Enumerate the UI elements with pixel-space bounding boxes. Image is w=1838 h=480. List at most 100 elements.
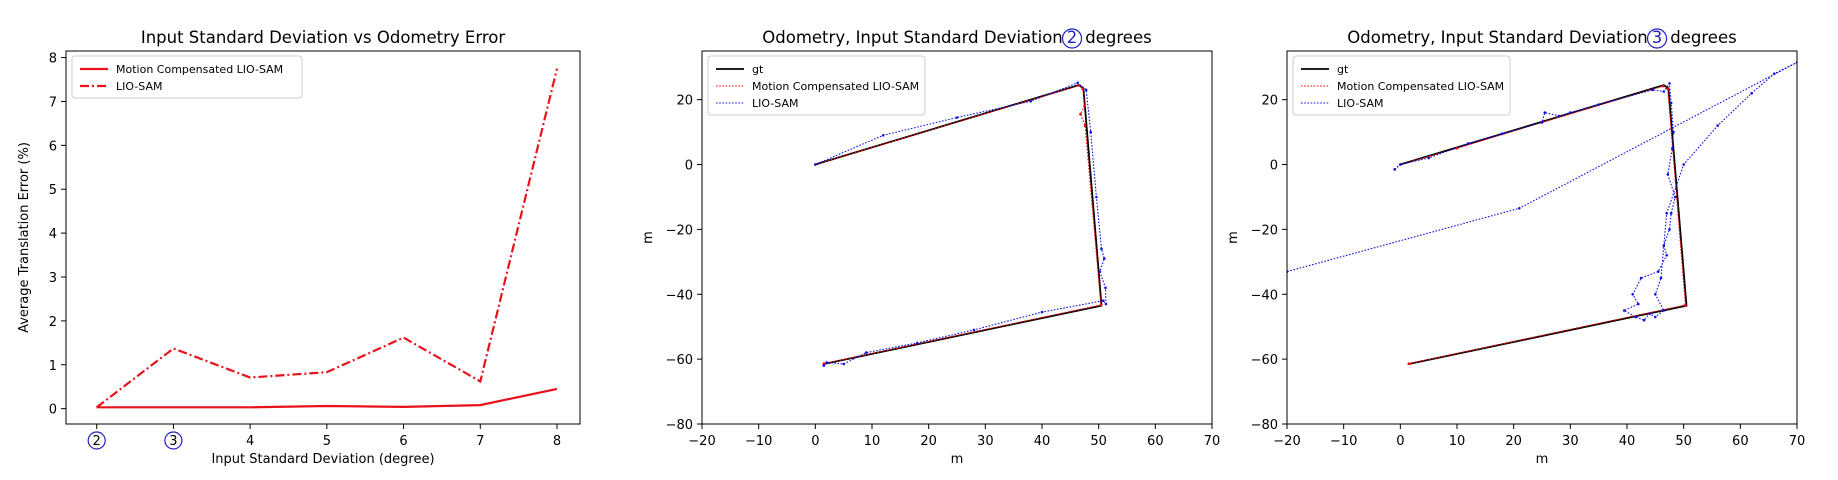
- data-point: [1399, 163, 1402, 166]
- title-circle-marker: [1646, 28, 1668, 49]
- data-point: [1104, 286, 1107, 290]
- x-tick-label: 7: [476, 434, 484, 449]
- tick-circle-marker: [87, 431, 106, 450]
- data-point: [1084, 88, 1088, 92]
- data-point: [1651, 88, 1654, 92]
- x-tick-label: 6: [399, 434, 407, 449]
- data-point: [1654, 315, 1657, 319]
- legend: gt Motion Compensated LIO-SAM LIO-SAM: [707, 55, 926, 116]
- legend-label-2: Motion Compensated LIO-SAM: [752, 80, 919, 93]
- data-point: [1467, 142, 1470, 145]
- data-point: [1750, 91, 1753, 95]
- series-line-1: [815, 84, 1103, 365]
- data-point: [1557, 114, 1561, 118]
- x-tick-label: −20: [1273, 434, 1300, 449]
- chart-title: Odometry, Input Standard Deviation 2 degre…: [762, 28, 1151, 47]
- data-point: [1662, 309, 1666, 312]
- x-tick-label: 70: [1204, 434, 1221, 449]
- series-line-2: [815, 84, 1102, 365]
- x-tick-label: 60: [1147, 434, 1164, 449]
- data-point: [1098, 270, 1102, 273]
- data-point: [1668, 82, 1671, 85]
- data-point: [1079, 112, 1082, 116]
- data-point: [1669, 211, 1673, 215]
- data-point: [1662, 84, 1665, 88]
- legend-label-3: LIO-SAM: [752, 97, 799, 110]
- data-point: [1083, 104, 1086, 108]
- y-axis-label: m: [641, 231, 656, 244]
- data-point: [1040, 310, 1044, 314]
- legend-box: [71, 55, 303, 99]
- data-point: [1673, 195, 1677, 199]
- x-tick-label: 3: [169, 434, 177, 449]
- x-tick-label: 30: [1562, 434, 1579, 449]
- data-point: [972, 328, 976, 332]
- data-point: [1569, 111, 1572, 114]
- series-line-3: [815, 82, 1107, 366]
- data-point: [1095, 195, 1098, 199]
- chart-title-part: degrees: [1670, 28, 1736, 47]
- y-axis-label: m: [1226, 231, 1241, 244]
- series-line-2: [1394, 85, 1686, 365]
- legend-box: [707, 55, 926, 116]
- data-point: [1081, 87, 1085, 91]
- x-tick-label: −10: [1330, 434, 1357, 449]
- y-tick-label: −20: [666, 223, 693, 238]
- data-point: [1540, 121, 1544, 124]
- x-tick-label: 70: [1789, 434, 1806, 449]
- legend-label-1: gt: [752, 63, 764, 76]
- y-axis-label: Average Translation Error (%): [17, 142, 32, 333]
- data-point: [1029, 100, 1032, 103]
- data-point: [1100, 247, 1103, 251]
- data-point: [1648, 312, 1651, 316]
- y-tick-label: −20: [1251, 223, 1278, 238]
- x-tick-label: 40: [1034, 434, 1051, 449]
- data-point: [1103, 257, 1106, 260]
- chart-title-circled-number: 2: [1067, 28, 1078, 47]
- y-tick-label: 2: [49, 315, 57, 330]
- x-tick-label: 30: [977, 434, 994, 449]
- legend-label-2: LIO-SAM: [116, 80, 163, 93]
- x-axis-label: m: [1536, 452, 1549, 467]
- data-point: [1622, 309, 1626, 312]
- data-point: [1501, 132, 1504, 135]
- y-tick-label: −80: [666, 418, 693, 433]
- y-tick-label: −60: [1251, 353, 1278, 368]
- y-tick-label: 0: [49, 403, 57, 418]
- x-tick-label: −10: [745, 434, 772, 449]
- data-point: [1597, 103, 1600, 106]
- x-tick-label: 20: [1505, 434, 1522, 449]
- y-tick-label: −40: [666, 288, 693, 303]
- data-point: [1665, 254, 1668, 257]
- data-point: [1666, 173, 1670, 176]
- data-point: [882, 134, 885, 137]
- data-point: [1665, 211, 1668, 215]
- data-point: [1669, 101, 1673, 105]
- x-tick-label: 10: [1449, 434, 1466, 449]
- legend-label-1: Motion Compensated LIO-SAM: [116, 63, 283, 76]
- chart-title-circled-number: 3: [1652, 28, 1663, 47]
- data-point: [1083, 124, 1087, 127]
- data-point: [1637, 302, 1640, 306]
- y-tick-label: 4: [49, 227, 57, 242]
- data-point: [842, 362, 845, 366]
- data-point: [1634, 315, 1637, 319]
- y-tick-label: 6: [49, 139, 57, 154]
- y-tick-label: 1: [49, 359, 57, 374]
- data-point: [1662, 244, 1666, 247]
- data-point: [1656, 270, 1660, 273]
- x-axis-label: Input Standard Deviation (degree): [211, 452, 434, 467]
- chart-panel-3: −20 −10 0 10 20 30 40 50 60 70 −80 −60 −40 −20 0 20 m m Od…: [1226, 28, 1805, 467]
- chart-panel-1: 2 3 4 5 6 7 8 0 1 2 3 4 5 6 7 8 Input Standard Deviation…: [17, 28, 581, 467]
- data-point: [1666, 87, 1670, 91]
- data-point: [1101, 299, 1105, 303]
- x-tick-label: 50: [1090, 434, 1107, 449]
- axes-frame: [1286, 50, 1798, 425]
- data-point: [1639, 276, 1643, 280]
- data-point: [1716, 124, 1719, 127]
- data-point: [1089, 130, 1092, 134]
- series-line-2: [96, 68, 559, 409]
- y-tick-label: 0: [1270, 159, 1278, 174]
- data-point: [1104, 302, 1108, 306]
